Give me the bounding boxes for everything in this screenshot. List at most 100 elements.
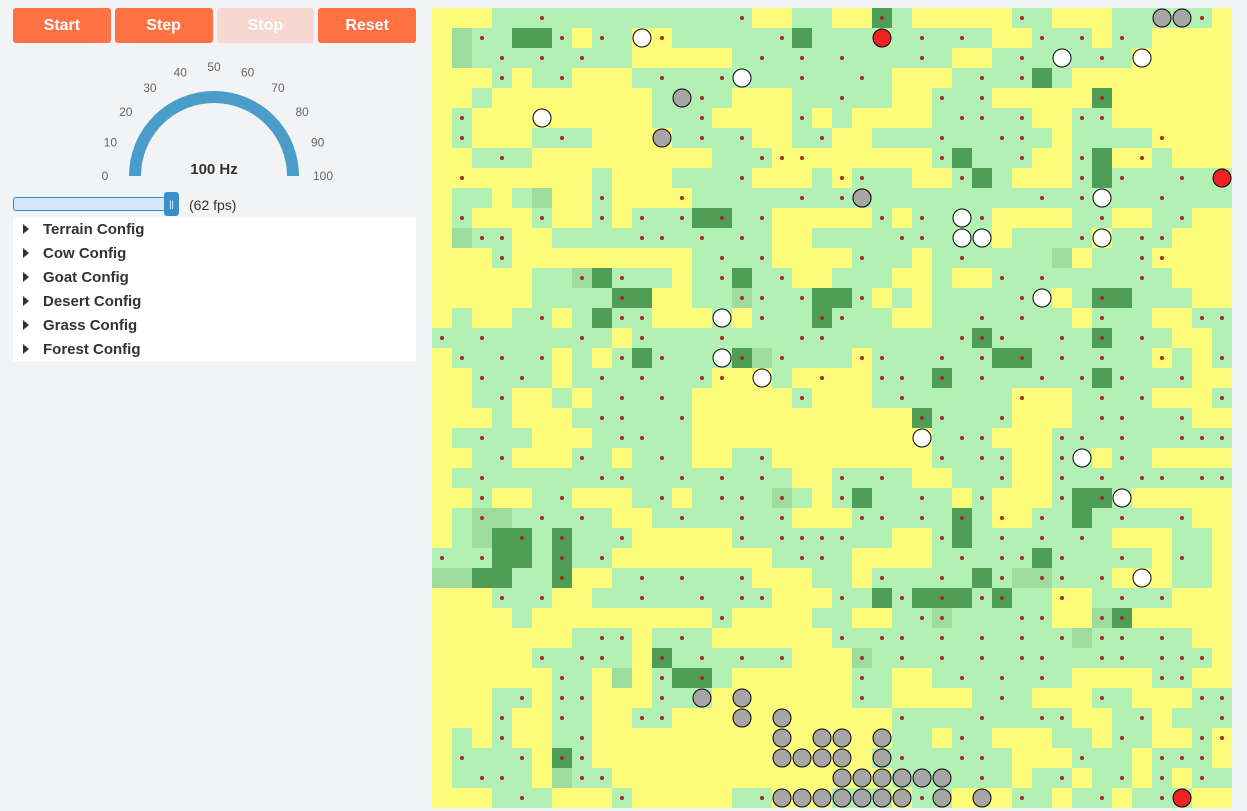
grass-cell-dense bbox=[612, 668, 632, 688]
food-dot bbox=[700, 656, 704, 660]
grass-cell bbox=[452, 328, 472, 348]
goat-config-toggle[interactable]: Goat Config bbox=[13, 265, 416, 289]
grass-cell bbox=[492, 328, 512, 348]
forest-cell bbox=[1032, 548, 1052, 568]
red-agent bbox=[872, 28, 892, 48]
grass-cell bbox=[612, 588, 632, 608]
food-dot bbox=[980, 376, 984, 380]
grass-cell bbox=[992, 388, 1012, 408]
grass-cell bbox=[672, 368, 692, 388]
grass-cell bbox=[712, 188, 732, 208]
food-dot bbox=[1120, 176, 1124, 180]
grass-cell bbox=[1132, 8, 1152, 28]
cow-config-toggle[interactable]: Cow Config bbox=[13, 241, 416, 265]
terrain-config-toggle[interactable]: Terrain Config bbox=[13, 217, 416, 241]
grass-cell bbox=[1112, 748, 1132, 768]
food-dot bbox=[940, 156, 944, 160]
grass-cell bbox=[492, 408, 512, 428]
food-dot bbox=[1060, 576, 1064, 580]
grass-cell bbox=[512, 468, 532, 488]
slider-track[interactable] bbox=[13, 197, 178, 211]
food-dot bbox=[1000, 576, 1004, 580]
grass-cell bbox=[832, 608, 852, 628]
grass-cell bbox=[892, 328, 912, 348]
grass-cell bbox=[512, 188, 532, 208]
grass-cell bbox=[512, 608, 532, 628]
food-dot bbox=[1180, 376, 1184, 380]
food-dot bbox=[800, 536, 804, 540]
food-dot bbox=[640, 236, 644, 240]
grass-cell bbox=[1192, 528, 1212, 548]
grass-cell bbox=[772, 368, 792, 388]
cow-agent bbox=[1092, 228, 1112, 248]
food-dot bbox=[1160, 596, 1164, 600]
start-button[interactable]: Start bbox=[13, 8, 111, 43]
grass-cell bbox=[532, 288, 552, 308]
food-dot bbox=[1060, 636, 1064, 640]
food-dot bbox=[740, 576, 744, 580]
simulation-map[interactable] bbox=[432, 8, 1232, 808]
cow-agent bbox=[952, 228, 972, 248]
grass-cell bbox=[472, 88, 492, 108]
reset-button[interactable]: Reset bbox=[318, 8, 416, 43]
grass-cell bbox=[1032, 128, 1052, 148]
food-dot bbox=[780, 156, 784, 160]
grass-cell bbox=[1152, 208, 1172, 228]
speed-slider[interactable]: || (62 fps) bbox=[13, 192, 416, 216]
grass-cell bbox=[1072, 548, 1092, 568]
grass-cell bbox=[992, 48, 1012, 68]
food-dot bbox=[1060, 476, 1064, 480]
food-dot bbox=[700, 236, 704, 240]
step-button[interactable]: Step bbox=[114, 8, 213, 43]
food-dot bbox=[1060, 496, 1064, 500]
grass-cell bbox=[572, 548, 592, 568]
food-dot bbox=[460, 116, 464, 120]
food-dot bbox=[1120, 596, 1124, 600]
grass-cell bbox=[492, 788, 512, 808]
grass-cell bbox=[872, 48, 892, 68]
forest-cell bbox=[1092, 148, 1112, 168]
grass-cell bbox=[872, 528, 892, 548]
grass-cell bbox=[1032, 248, 1052, 268]
food-dot bbox=[540, 596, 544, 600]
grass-cell bbox=[932, 48, 952, 68]
food-dot bbox=[1000, 456, 1004, 460]
grass-cell bbox=[952, 348, 972, 368]
desert-config-toggle[interactable]: Desert Config bbox=[13, 289, 416, 313]
food-dot bbox=[1120, 416, 1124, 420]
food-dot bbox=[640, 216, 644, 220]
cow-agent bbox=[712, 308, 732, 328]
simulation-map-svg[interactable] bbox=[432, 8, 1232, 808]
grass-cell bbox=[552, 288, 572, 308]
grass-config-toggle[interactable]: Grass Config bbox=[13, 313, 416, 337]
food-dot bbox=[660, 696, 664, 700]
forest-cell bbox=[492, 528, 512, 548]
grass-cell bbox=[1132, 448, 1152, 468]
grass-cell bbox=[1032, 8, 1052, 28]
food-dot bbox=[1020, 116, 1024, 120]
forest-config-toggle[interactable]: Forest Config bbox=[13, 337, 416, 361]
food-dot bbox=[1160, 256, 1164, 260]
grass-cell bbox=[1112, 708, 1132, 728]
grass-cell bbox=[772, 468, 792, 488]
grass-cell bbox=[652, 328, 672, 348]
grass-cell bbox=[832, 28, 852, 48]
grass-cell bbox=[1172, 188, 1192, 208]
food-dot bbox=[1000, 476, 1004, 480]
grass-cell bbox=[732, 788, 752, 808]
food-dot bbox=[620, 296, 624, 300]
grass-cell bbox=[1072, 648, 1092, 668]
food-dot bbox=[1100, 416, 1104, 420]
grass-cell bbox=[1132, 408, 1152, 428]
grass-cell bbox=[672, 588, 692, 608]
grass-cell bbox=[572, 348, 592, 368]
goat-agent bbox=[772, 788, 792, 808]
slider-handle[interactable]: || bbox=[164, 192, 179, 216]
grass-cell-dense bbox=[752, 348, 772, 368]
grass-cell bbox=[1152, 288, 1172, 308]
grass-cell bbox=[712, 148, 732, 168]
food-dot bbox=[1120, 456, 1124, 460]
food-dot bbox=[900, 596, 904, 600]
food-dot bbox=[1180, 176, 1184, 180]
grass-cell bbox=[512, 48, 532, 68]
